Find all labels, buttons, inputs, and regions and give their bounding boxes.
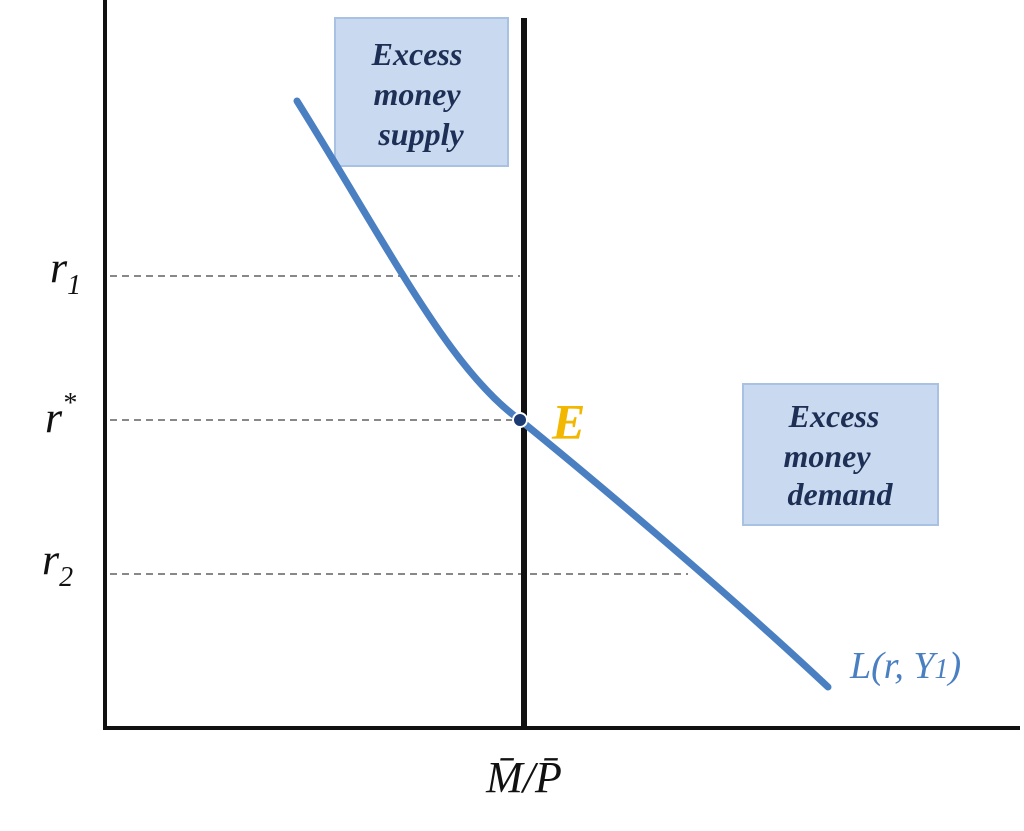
curve-label: L(r, Y1) — [849, 645, 961, 687]
label-part: 1 — [67, 270, 81, 301]
excess-demand-text: Excess money demand — [783, 398, 893, 512]
label-part: supply — [377, 116, 464, 152]
label-part: Excess — [788, 398, 880, 434]
r2-label: r2 — [42, 535, 73, 593]
label-part: 2 — [59, 562, 73, 593]
label-part: * — [62, 388, 76, 419]
label-part: money — [783, 438, 871, 474]
label-part: 1 — [935, 654, 949, 685]
label-part: r — [42, 535, 60, 584]
equilibrium-label: E — [551, 393, 585, 449]
excess-supply-box — [334, 17, 509, 167]
excess-demand-box — [742, 383, 939, 526]
label-part: r — [45, 393, 63, 442]
label-part: demand — [788, 476, 894, 512]
label-part: ) — [947, 645, 962, 687]
label-part: money — [373, 76, 461, 112]
label-part: L(r, Y — [849, 645, 938, 687]
r1-label: r1 — [50, 243, 81, 301]
equilibrium-point — [512, 412, 528, 428]
x-axis-label: M̄/P̄ — [485, 753, 562, 802]
rstar-label: r* — [45, 388, 76, 442]
excess-supply-text: Excess money supply — [371, 36, 471, 152]
label-part: r — [50, 243, 68, 292]
label-part: Excess — [371, 36, 463, 72]
